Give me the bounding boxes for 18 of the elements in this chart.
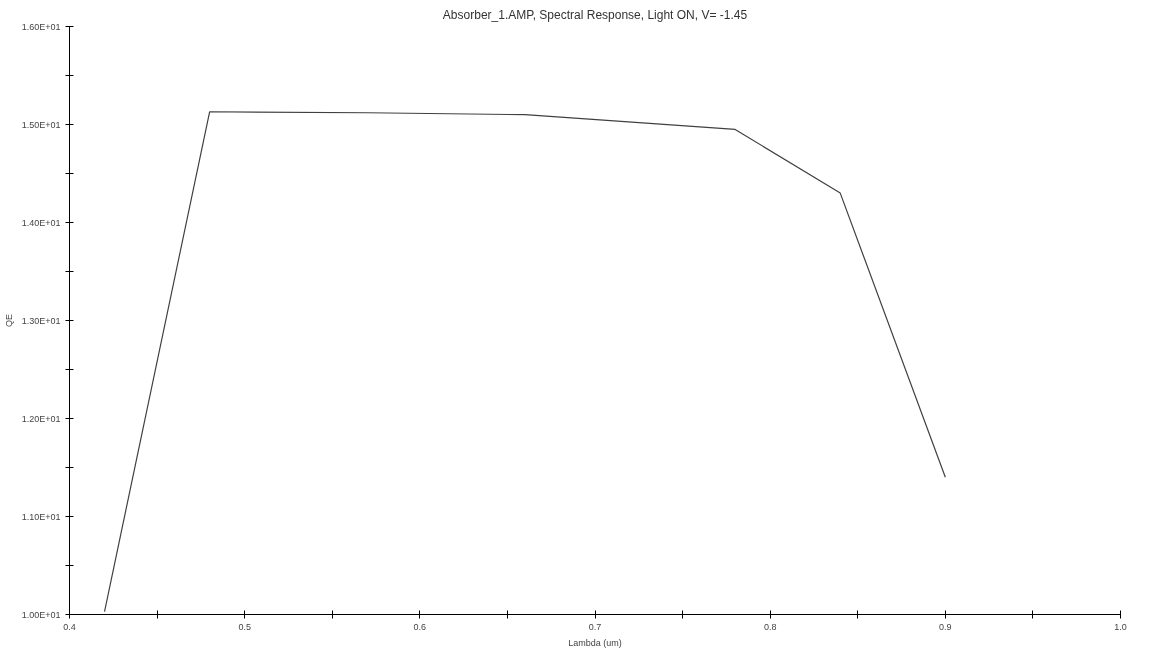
x-tick-label: 0.9 [939, 621, 952, 632]
y-tick-label: 1.60E+01 [21, 21, 61, 32]
y-axis-title: QE [3, 313, 14, 327]
x-tick-label: 0.4 [63, 621, 76, 632]
y-tick-label: 1.10E+01 [21, 511, 61, 522]
y-tick-label: 1.30E+01 [21, 315, 61, 326]
line-series [103, 111, 946, 613]
x-tick-label: 0.5 [238, 621, 251, 632]
x-tick-label: 0.7 [588, 621, 602, 632]
y-tick-label: 1.00E+01 [21, 609, 61, 620]
x-tick-label: 1.0 [1114, 621, 1127, 632]
x-axis-title: Lambda (um) [568, 637, 622, 648]
x-tick-label: 0.8 [763, 621, 777, 632]
y-tick-label: 1.40E+01 [21, 217, 61, 228]
y-tick-label: 1.20E+01 [21, 413, 61, 424]
y-tick-label: 1.50E+01 [21, 119, 61, 130]
x-tick-label: 0.6 [413, 621, 427, 632]
chart-title: Absorber_1.AMP, Spectral Response, Light ON, V= -1.45 [442, 7, 748, 22]
